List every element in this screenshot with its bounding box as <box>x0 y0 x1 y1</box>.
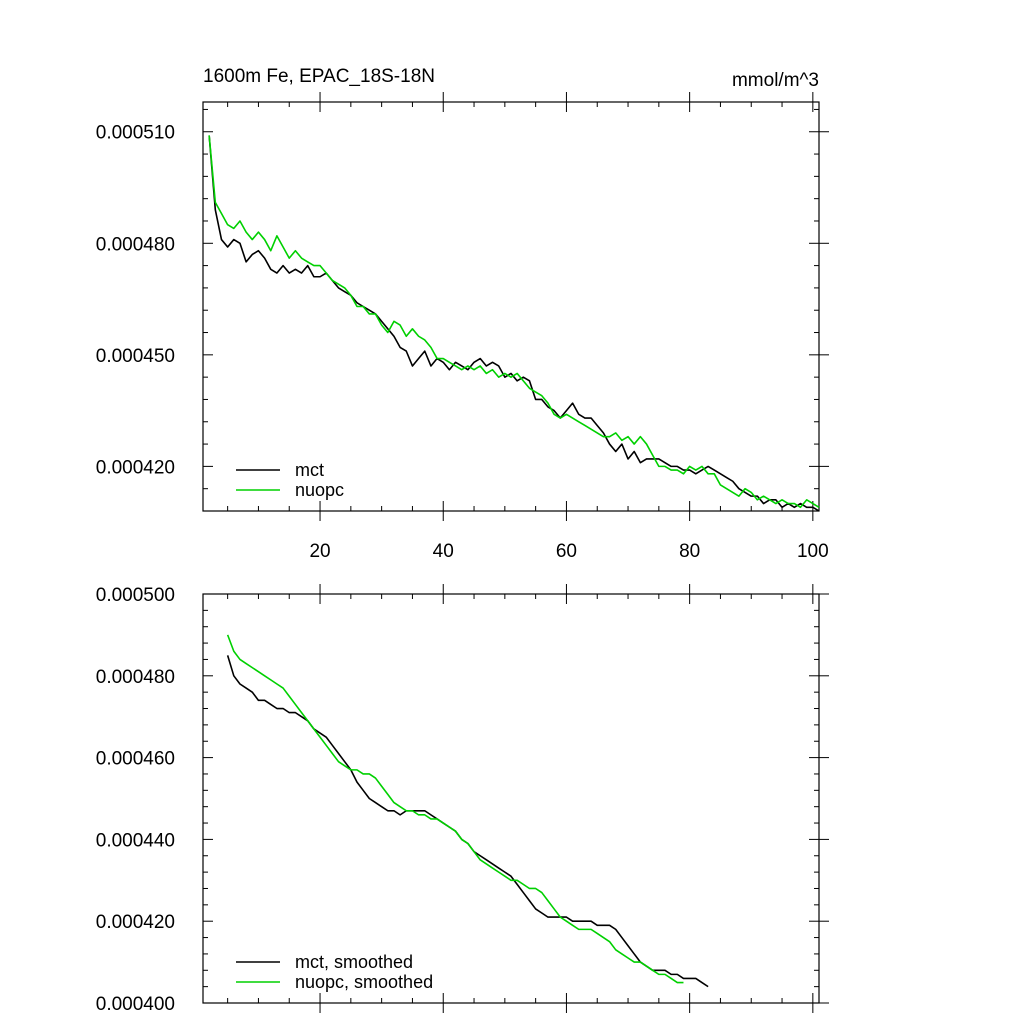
top-x-tick-label: 100 <box>797 541 829 562</box>
bottom-series-line-mct-smoothed <box>226 655 709 988</box>
bottom-legend-label-mct-smoothed: mct, smoothed <box>295 952 413 972</box>
bottom-series-group <box>226 634 709 988</box>
top-series-line-mct <box>208 135 820 512</box>
top-y-tick-label: 0.000420 <box>96 457 175 478</box>
bottom-legend-label-nuopc-smoothed: nuopc, smoothed <box>295 972 433 992</box>
top-y-tick-label: 0.000450 <box>96 346 175 367</box>
bottom-ticks-group <box>203 584 829 1013</box>
top-x-tick-label: 20 <box>309 541 330 562</box>
top-tick-labels-group: 20 40 60 80 100 0.000420 0.000450 0.000480 0.000… <box>96 123 829 562</box>
top-chart-title: 1600m Fe, EPAC_18S-18N <box>203 66 435 87</box>
top-ticks-group <box>203 92 829 521</box>
bottom-y-tick-label: 0.000500 <box>96 585 175 606</box>
top-series-group <box>208 135 820 512</box>
bottom-legend: mct, smoothed nuopc, smoothed <box>236 952 433 992</box>
bottom-y-tick-label: 0.000460 <box>96 749 175 770</box>
top-series-line-nuopc <box>208 135 820 509</box>
bottom-chart-panel: 0.000400 0.000420 0.000440 0.000460 0.000480… <box>96 584 829 1015</box>
bottom-y-tick-label: 0.000420 <box>96 912 175 933</box>
top-legend-label-nuopc: nuopc <box>295 480 344 500</box>
top-x-tick-label: 40 <box>433 541 454 562</box>
bottom-y-tick-label: 0.000480 <box>96 667 175 688</box>
bottom-plot-frame <box>202 593 820 1004</box>
top-y-tick-label: 0.000510 <box>96 123 175 144</box>
top-x-tick-label: 80 <box>679 541 700 562</box>
top-x-tick-label: 60 <box>556 541 577 562</box>
top-plot-frame <box>202 101 820 512</box>
top-legend-label-mct: mct <box>295 460 324 480</box>
top-chart-panel: 1600m Fe, EPAC_18S-18N mmol/m^3 20 40 60 80… <box>96 66 829 562</box>
bottom-y-tick-label: 0.000440 <box>96 830 175 851</box>
top-chart-units: mmol/m^3 <box>732 70 819 91</box>
top-legend: mct nuopc <box>236 460 344 500</box>
bottom-tick-labels-group: 0.000400 0.000420 0.000440 0.000460 0.000480… <box>96 585 175 1015</box>
bottom-series-line-nuopc-smoothed <box>226 634 684 984</box>
top-y-tick-label: 0.000480 <box>96 234 175 255</box>
bottom-y-tick-label: 0.000400 <box>96 994 175 1015</box>
